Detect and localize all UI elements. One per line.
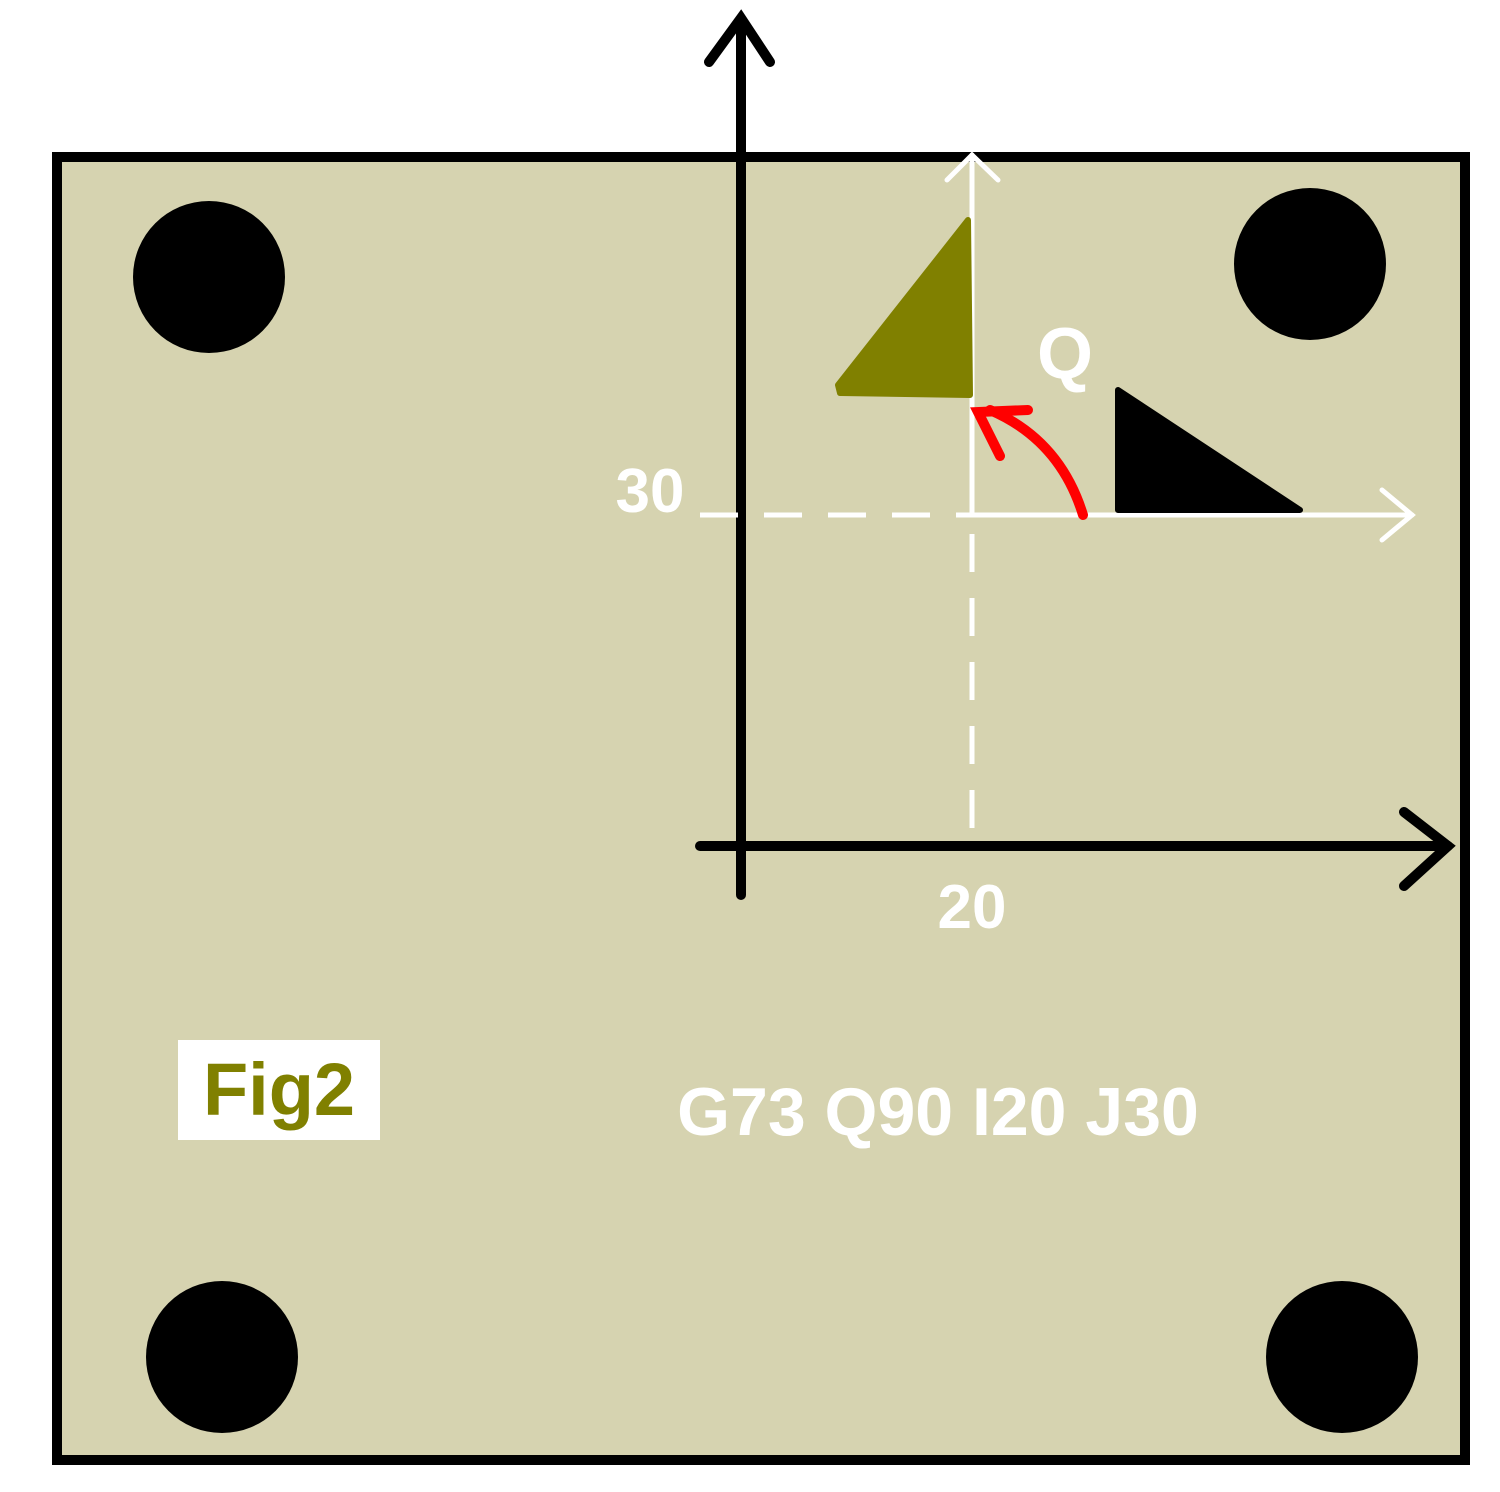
main-x-axis [695, 807, 1456, 891]
hole-bottom-right [1266, 1281, 1418, 1433]
x-tick-label: 20 [938, 873, 1007, 942]
hole-top-right [1234, 188, 1386, 340]
main-y-axis [704, 9, 775, 900]
figure-label: Fig2 [178, 1040, 380, 1140]
rotation-arrowhead [970, 405, 1033, 461]
command-text: G73 Q90 I20 J30 [677, 1074, 1199, 1150]
y-tick-label: 30 [616, 457, 685, 526]
guide-lines [700, 512, 975, 828]
local-x-arrowhead [1379, 487, 1416, 543]
plate [52, 152, 1470, 1465]
main-x-arrowhead [1399, 807, 1456, 891]
rotation-arrow [970, 405, 1088, 520]
original-part [1115, 387, 1303, 513]
rotated-part [835, 217, 973, 398]
local-y-arrowhead [944, 151, 1001, 183]
angle-label: Q [1037, 314, 1093, 394]
hole-bottom-left [146, 1281, 298, 1433]
hole-top-left [133, 201, 285, 353]
main-y-arrowhead [704, 9, 775, 67]
